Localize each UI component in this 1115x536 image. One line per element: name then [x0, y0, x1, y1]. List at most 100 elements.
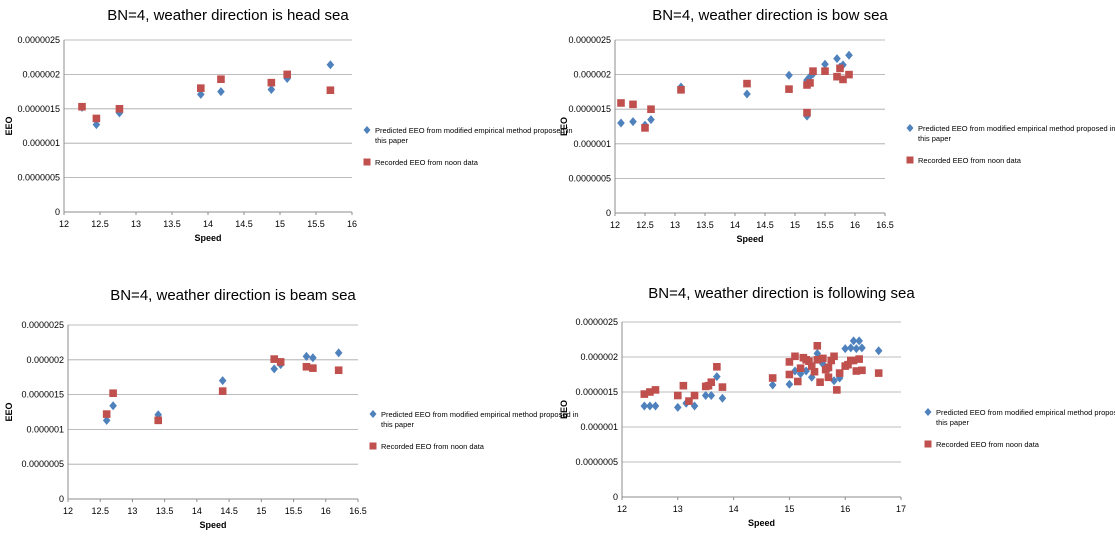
x-tick-label: 13	[673, 504, 683, 514]
y-tick-label: 0.000002	[580, 352, 618, 362]
data-point-predicted	[849, 336, 858, 346]
data-point-recorded	[849, 356, 858, 365]
y-tick-label: 0.0000005	[17, 173, 60, 183]
data-point-recorded	[646, 388, 654, 396]
chart-svg: BN=4, weather direction is head sea 0 0.00…	[4, 7, 573, 243]
y-tick-label: 0.000001	[573, 139, 611, 149]
y-axis-label: EEO	[559, 400, 569, 419]
x-tick-label: 12	[63, 506, 73, 516]
data-point-recorded	[855, 355, 863, 363]
chart-head-sea: BN=4, weather direction is head sea 0 0.00…	[0, 0, 573, 250]
data-point-recorded	[647, 105, 655, 113]
legend-marker-predicted	[363, 126, 371, 134]
x-tick-label: 13	[670, 220, 680, 230]
x-tick-label: 16.5	[349, 506, 367, 516]
legend-label-recorded: Recorded EEO from noon data	[936, 440, 1040, 449]
data-point-recorded	[839, 75, 847, 84]
data-point-recorded	[640, 390, 649, 398]
y-axis-label: EEO	[559, 117, 569, 136]
data-point-recorded	[629, 100, 637, 109]
data-point-predicted	[807, 372, 816, 382]
x-tick-label: 12.5	[636, 220, 654, 230]
y-tick-label: 0.0000015	[17, 104, 60, 114]
y-tick-label: 0.0000005	[21, 459, 64, 469]
legend-marker-predicted	[924, 408, 932, 416]
data-point-recorded	[641, 124, 649, 132]
x-tick-label: 16	[850, 220, 860, 230]
chart-beam-sea: BN=4, weather direction is beam sea 0 0.00…	[0, 284, 579, 536]
chart-bow-sea: BN=4, weather direction is bow sea 0 0.000…	[555, 0, 1115, 250]
data-point-recorded	[154, 416, 163, 425]
y-tick-label: 0	[613, 492, 618, 502]
y-tick-label: 0.000001	[22, 138, 60, 148]
data-point-predicted	[796, 369, 805, 379]
x-tick-label: 14	[203, 219, 213, 229]
legend-marker-recorded	[363, 158, 371, 166]
x-tick-label: 12	[617, 504, 627, 514]
x-tick-label: 16	[840, 504, 850, 514]
y-tick-label: 0.0000025	[568, 35, 611, 45]
legend-marker-recorded	[906, 156, 914, 164]
data-point-predicted	[334, 348, 343, 358]
x-tick-label: 14.5	[235, 219, 253, 229]
data-point-predicted	[218, 376, 227, 386]
chart-svg: BN=4, weather direction is beam sea 0 0.00…	[4, 287, 579, 530]
data-point-recorded	[824, 363, 833, 372]
data-point-predicted	[852, 344, 861, 354]
data-point-predicted	[830, 376, 838, 386]
x-tick-label: 12.5	[91, 219, 109, 229]
data-point-predicted	[629, 117, 637, 127]
x-tick-label: 15	[275, 219, 285, 229]
x-tick-label: 15	[784, 504, 794, 514]
x-tick-label: 13.5	[163, 219, 181, 229]
x-tick-label: 16	[347, 219, 357, 229]
data-point-predicted	[768, 380, 777, 390]
data-point-predicted	[701, 391, 710, 400]
data-point-recorded	[835, 369, 844, 377]
x-axis-label: Speed	[194, 233, 221, 243]
data-point-recorded	[809, 67, 817, 75]
data-point-recorded	[115, 105, 124, 113]
data-point-recorded	[109, 389, 117, 398]
data-point-recorded	[807, 362, 816, 370]
data-point-predicted	[640, 401, 649, 411]
data-point-predicted	[326, 60, 335, 70]
legend-label-recorded: Recorded EEO from noon data	[381, 442, 485, 451]
data-point-recorded	[217, 75, 225, 84]
data-point-recorded	[844, 360, 852, 369]
data-point-recorded	[810, 367, 819, 376]
data-point-recorded	[685, 397, 693, 405]
data-point-predicted	[743, 89, 751, 99]
data-point-predicted	[833, 54, 841, 64]
x-tick-label: 14	[192, 506, 202, 516]
data-point-recorded	[743, 79, 751, 88]
chart-title: BN=4, weather direction is bow sea	[652, 7, 888, 24]
data-point-predicted	[858, 343, 866, 353]
legend-label-predicted: Predicted EEO from modified empirical me…	[918, 124, 1115, 143]
data-point-recorded	[102, 410, 111, 418]
legend-marker-predicted	[906, 124, 914, 132]
data-point-recorded	[813, 342, 822, 350]
data-point-predicted	[674, 402, 682, 412]
legend-marker-recorded	[369, 442, 377, 450]
data-point-recorded	[858, 366, 866, 375]
data-point-recorded	[677, 86, 685, 94]
data-point-predicted	[651, 401, 660, 411]
data-point-predicted	[845, 50, 853, 60]
x-tick-label: 12.5	[91, 506, 109, 516]
data-point-recorded	[785, 85, 793, 93]
data-point-predicted	[846, 343, 855, 353]
x-axis-label: Speed	[748, 518, 775, 528]
data-point-predicted	[267, 85, 276, 95]
data-point-recorded	[768, 374, 777, 382]
data-point-recorded	[334, 366, 343, 375]
data-point-predicted	[109, 401, 117, 411]
data-point-recorded	[785, 370, 794, 379]
y-tick-label: 0.0000025	[575, 317, 618, 327]
data-point-predicted	[217, 87, 225, 97]
data-point-recorded	[874, 369, 883, 377]
legend-label-predicted: Predicted EEO from modified empirical me…	[381, 410, 579, 429]
data-point-recorded	[785, 358, 794, 366]
y-tick-label: 0.0000005	[575, 457, 618, 467]
data-point-recorded	[836, 64, 844, 73]
